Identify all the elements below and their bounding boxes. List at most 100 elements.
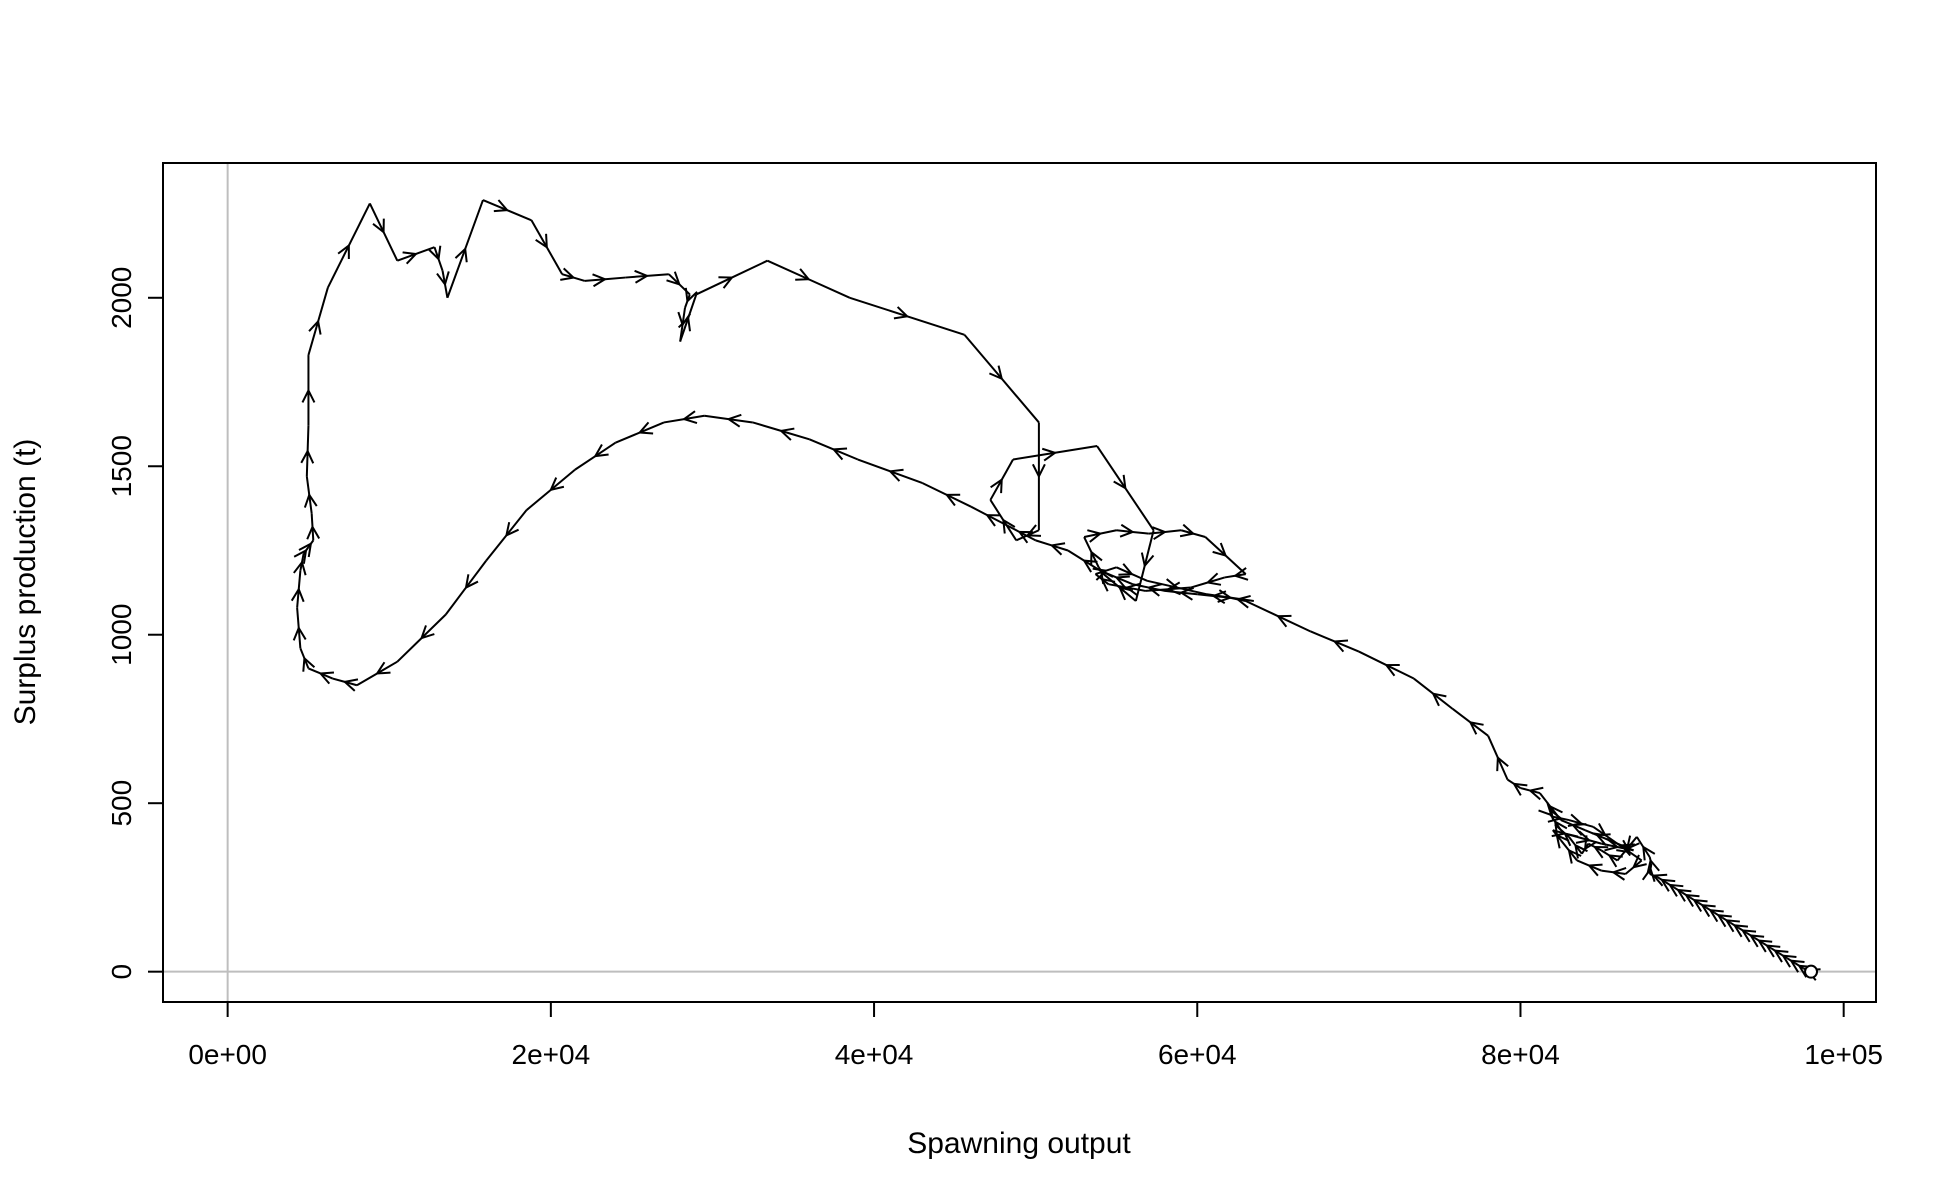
trajectory-arrow-segment xyxy=(1569,820,1581,823)
trajectory-arrow-segment xyxy=(1116,530,1132,532)
trajectory-segment xyxy=(545,246,564,275)
trajectory-segment xyxy=(396,637,423,663)
trajectory-segment xyxy=(1164,589,1182,594)
trajectory-segment xyxy=(1000,377,1040,424)
trajectory-arrow-segment xyxy=(1702,905,1706,908)
trajectory-segment xyxy=(1094,573,1103,580)
trajectory-segment xyxy=(1560,839,1570,851)
trajectory-segment xyxy=(1230,596,1254,603)
trajectory-arrow-segment xyxy=(422,613,447,639)
trajectory-arrow-segment xyxy=(1627,837,1637,849)
trajectory-segment xyxy=(1000,459,1014,481)
trajectory-arrow-segment xyxy=(1003,520,1018,541)
y-tick-label: 1000 xyxy=(106,604,137,666)
trajectory-arrow-segment xyxy=(1145,530,1155,565)
trajectory-arrow-segment xyxy=(766,259,808,280)
trajectory-arrow-segment xyxy=(482,199,507,210)
trajectory-segment xyxy=(305,546,310,552)
trajectory-segment xyxy=(1132,530,1149,535)
trajectory-arrow-segment xyxy=(1589,866,1601,871)
trajectory-arrow-segment xyxy=(1634,860,1642,867)
trajectory-segment xyxy=(1730,921,1736,927)
trajectory-segment xyxy=(1131,573,1148,582)
trajectory-arrow-segment xyxy=(434,247,438,259)
trajectory-segment xyxy=(1778,952,1784,957)
trajectory-arrow-segment xyxy=(1735,925,1739,928)
trajectory-segment xyxy=(485,534,508,562)
y-tick-label: 2000 xyxy=(106,267,137,329)
trajectory-segment xyxy=(574,455,596,471)
trajectory-segment xyxy=(296,607,300,629)
trajectory-arrow-segment xyxy=(1278,616,1311,633)
trajectory-segment xyxy=(445,586,467,616)
trajectory-segment xyxy=(1568,836,1577,846)
trajectory-arrow-segment xyxy=(1012,453,1055,460)
trajectory-segment xyxy=(1560,819,1574,827)
trajectory-arrow-segment xyxy=(1083,534,1100,537)
trajectory-arrow-segment xyxy=(1799,966,1803,969)
trajectory-segment xyxy=(1697,901,1703,906)
trajectory-arrow-segment xyxy=(1585,844,1588,849)
trajectory-segment xyxy=(604,276,626,281)
trajectory-arrow-segment xyxy=(1662,880,1666,883)
x-tick-label: 2e+04 xyxy=(512,1039,591,1070)
trajectory-arrow-segment xyxy=(1791,961,1795,964)
trajectory-arrow-segment xyxy=(1759,941,1763,944)
trajectory-segment xyxy=(684,300,689,309)
trajectory-arrow-segment xyxy=(308,544,310,547)
trajectory-arrow-segment xyxy=(1557,835,1561,840)
trajectory-segment xyxy=(1520,787,1531,792)
trajectory-segment xyxy=(1100,529,1117,535)
trajectory-arrow-segment xyxy=(1577,837,1589,840)
trajectory-segment xyxy=(1054,445,1098,454)
trajectory-arrow-segment xyxy=(1727,920,1731,923)
trajectory-segment xyxy=(300,553,305,563)
trajectory-segment xyxy=(525,489,552,511)
trajectory-segment xyxy=(1124,487,1155,531)
trajectory-arrow-segment xyxy=(695,278,732,296)
trajectory-arrow-segment xyxy=(307,321,318,356)
trajectory-segment xyxy=(347,202,371,246)
trajectory-segment xyxy=(687,294,698,319)
trajectory-arrow-segment xyxy=(947,495,972,508)
trajectory-arrow-segment xyxy=(1127,588,1146,591)
trajectory-segment xyxy=(1487,735,1499,759)
trajectory-arrow-segment xyxy=(377,660,398,674)
trajectory-arrow-segment xyxy=(1148,532,1165,534)
trajectory-arrow-segment xyxy=(1498,758,1508,781)
trajectory-arrow-segment xyxy=(1569,850,1577,860)
trajectory-segment xyxy=(1754,937,1760,942)
trajectory-segment xyxy=(678,283,691,296)
trajectory-arrow-segment xyxy=(1783,956,1787,959)
trajectory-arrow-segment xyxy=(1550,807,1561,821)
trajectory-segment xyxy=(306,425,310,452)
trajectory-arrow-segment xyxy=(1102,579,1108,584)
trajectory-segment xyxy=(1600,849,1610,857)
trajectory-arrow-segment xyxy=(669,274,680,284)
plot-frame xyxy=(162,162,1877,1003)
start-point-marker xyxy=(1804,964,1819,979)
trajectory-arrow-segment xyxy=(326,246,349,289)
trajectory-arrow-segment xyxy=(309,495,311,514)
trajectory-segment xyxy=(299,647,306,659)
trajectory-segment xyxy=(1506,778,1515,785)
trajectory-arrow-segment xyxy=(1095,571,1106,574)
trajectory-arrow-segment xyxy=(963,334,1002,379)
trajectory-arrow-segment xyxy=(640,421,665,432)
trajectory-arrow-segment xyxy=(989,480,1001,501)
trajectory-segment xyxy=(1673,886,1679,891)
trajectory-segment xyxy=(1134,565,1146,602)
trajectory-segment xyxy=(1738,927,1744,932)
trajectory-segment xyxy=(1588,839,1602,845)
trajectory-arrow-segment xyxy=(1335,641,1360,653)
trajectory-arrow-segment xyxy=(1613,872,1625,874)
trajectory-segment xyxy=(1245,600,1279,618)
trajectory-arrow-segment xyxy=(1386,665,1415,680)
trajectory-arrow-segment xyxy=(307,451,308,477)
trajectory-segment xyxy=(1746,932,1752,937)
trajectory-arrow-segment xyxy=(312,527,313,541)
trajectory-segment xyxy=(1648,856,1652,861)
trajectory-arrow-segment xyxy=(1206,594,1230,597)
trajectory-arrow-segment xyxy=(584,279,605,281)
trajectory-arrow-segment xyxy=(729,419,753,422)
